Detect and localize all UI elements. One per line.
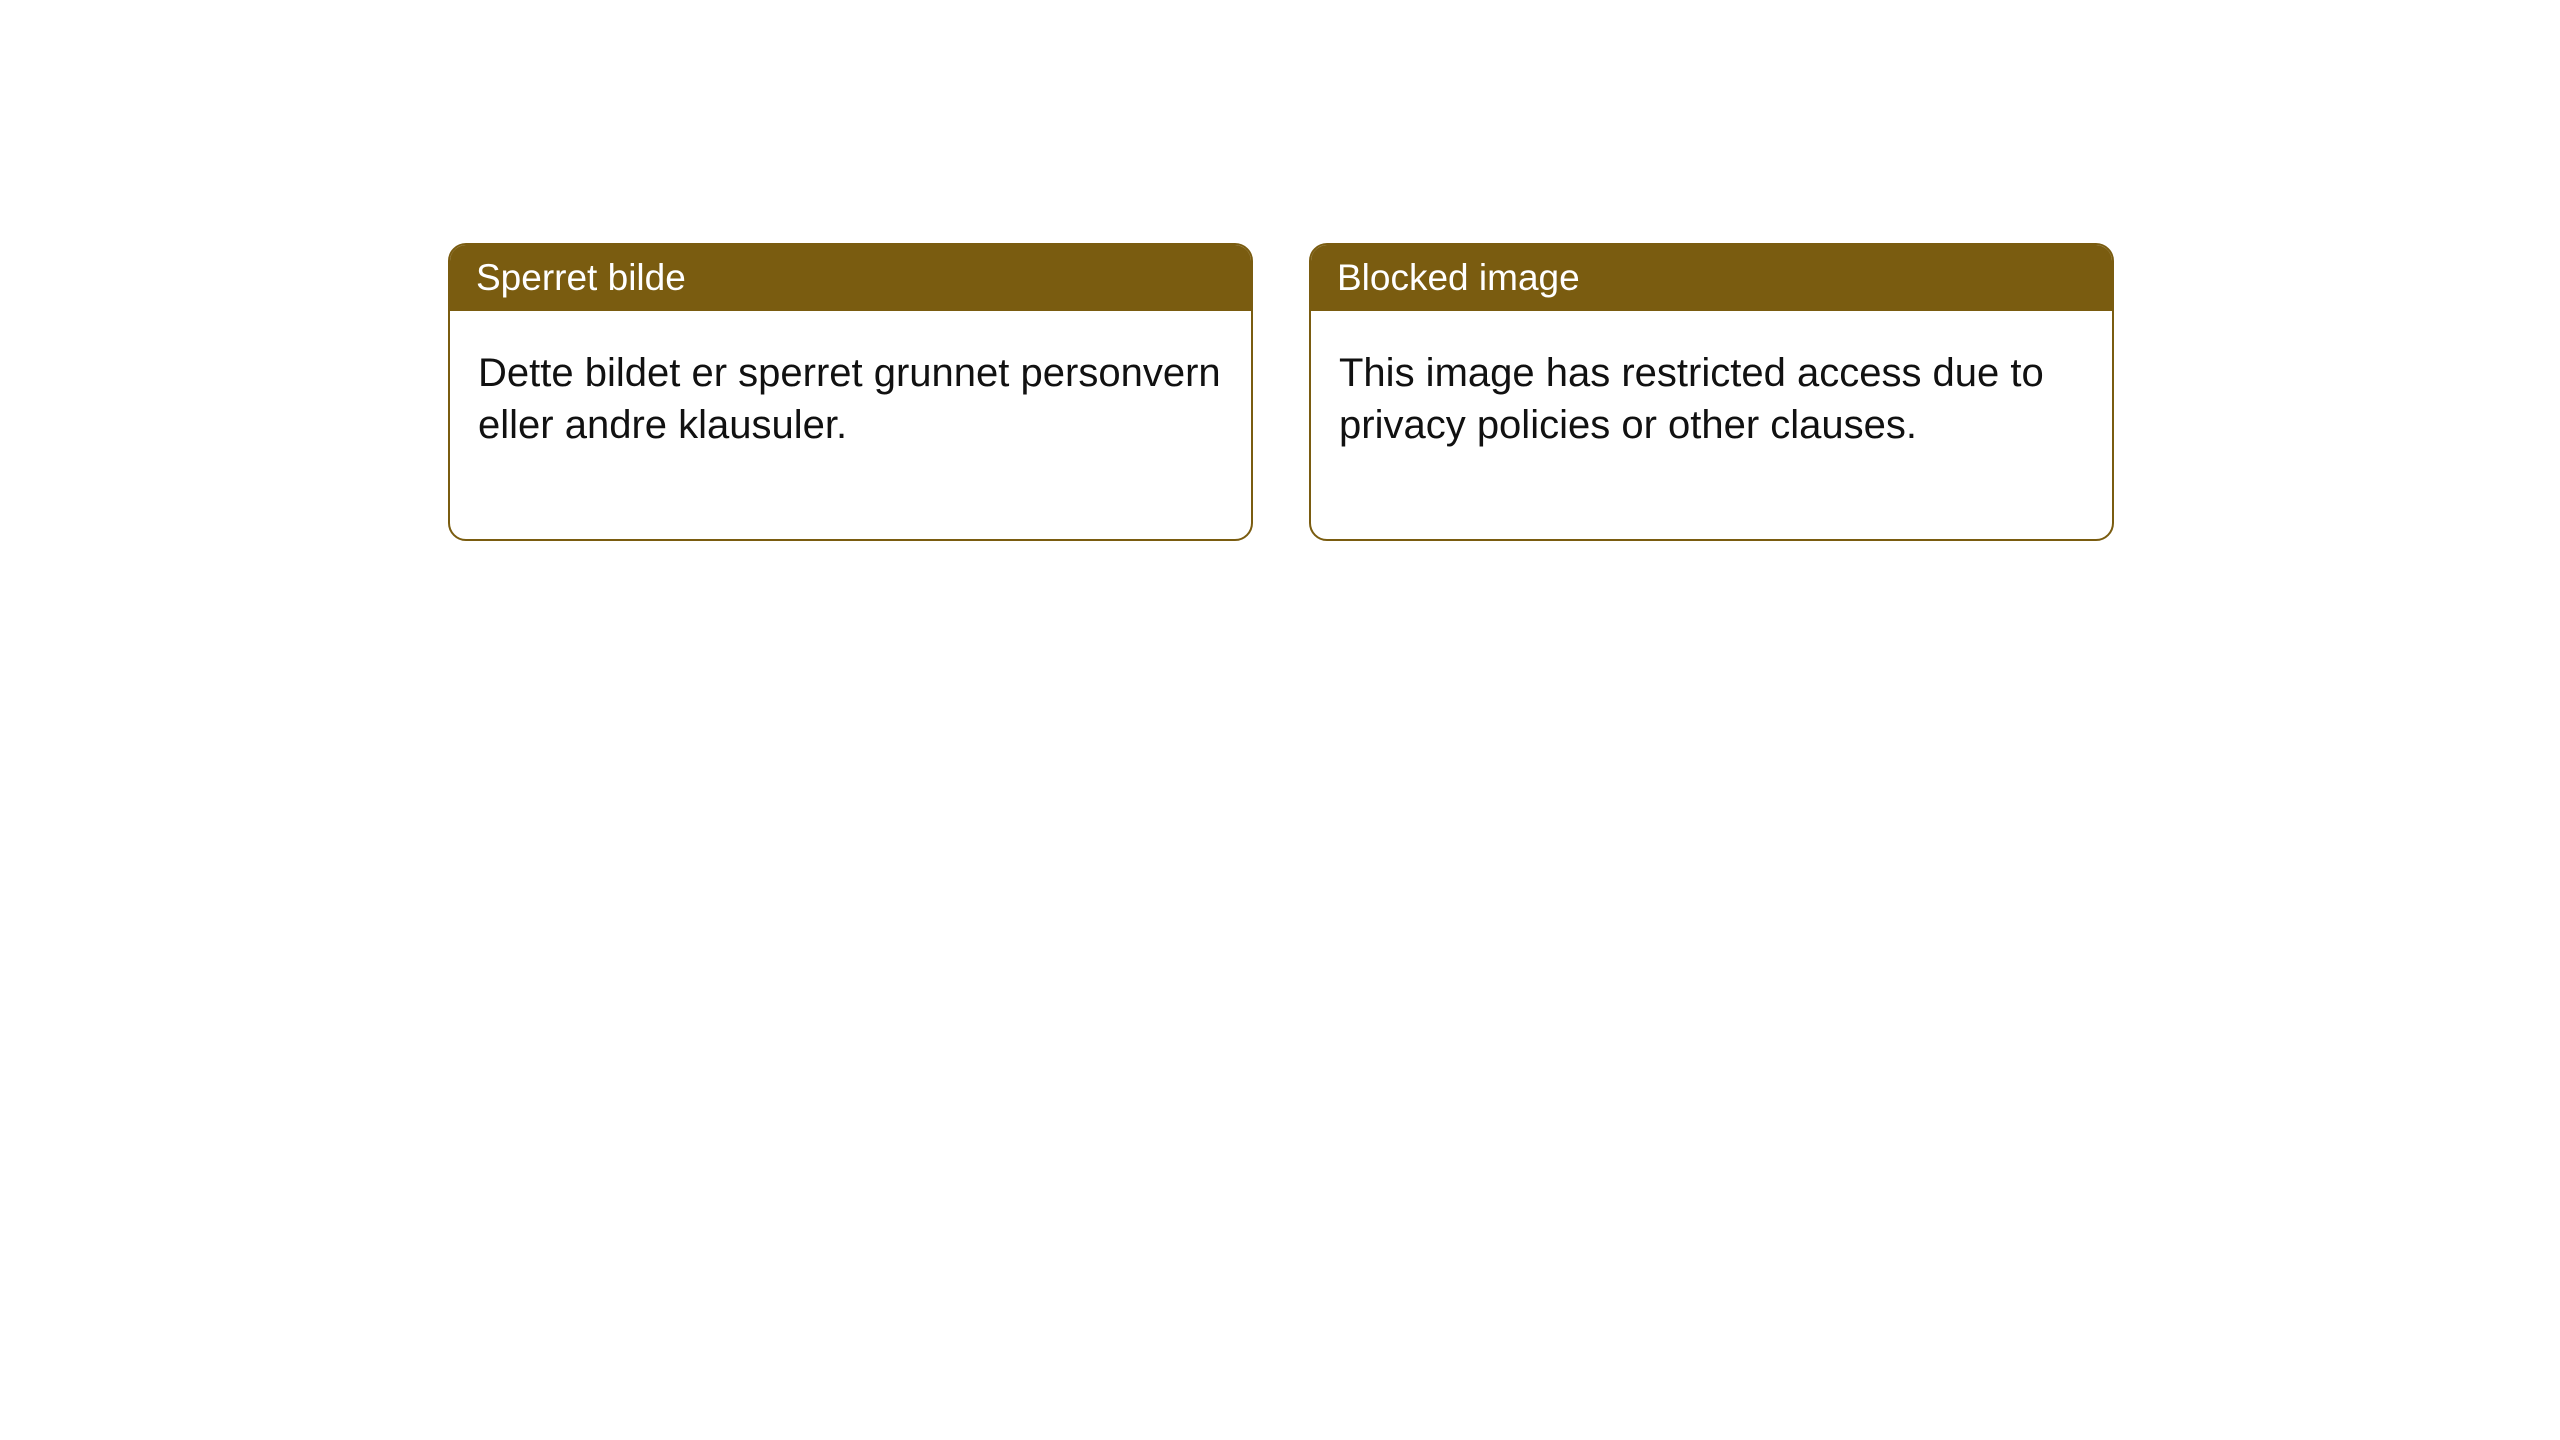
card-header: Sperret bilde <box>450 245 1251 311</box>
card-title: Sperret bilde <box>476 257 686 298</box>
card-header: Blocked image <box>1311 245 2112 311</box>
notice-card-english: Blocked image This image has restricted … <box>1309 243 2114 541</box>
card-body-text: Dette bildet er sperret grunnet personve… <box>478 351 1221 447</box>
card-body: This image has restricted access due to … <box>1311 311 2112 539</box>
card-body: Dette bildet er sperret grunnet personve… <box>450 311 1251 539</box>
card-title: Blocked image <box>1337 257 1580 298</box>
notice-container: Sperret bilde Dette bildet er sperret gr… <box>0 0 2560 541</box>
card-body-text: This image has restricted access due to … <box>1339 351 2044 447</box>
notice-card-norwegian: Sperret bilde Dette bildet er sperret gr… <box>448 243 1253 541</box>
